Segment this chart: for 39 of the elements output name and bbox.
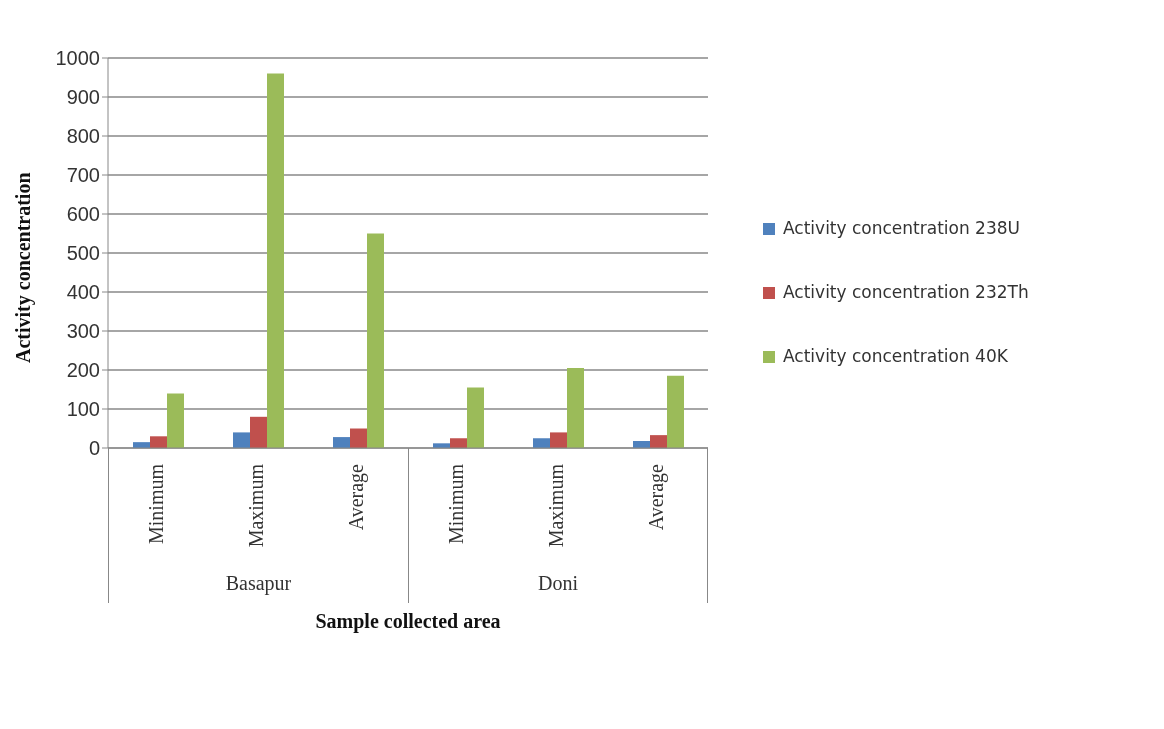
text: Doni [537,572,579,595]
legend-label: Activity concentration 232Th [783,282,1029,302]
y-tick-label: 400 [66,281,100,304]
bar [250,416,267,448]
bar [367,233,384,448]
x-tick-label: Average [644,463,668,531]
y-tick-label: 600 [66,203,100,226]
bar [167,393,184,448]
text: Basapur [224,572,293,595]
y-tick-label: 700 [66,164,100,187]
bar [150,436,167,448]
bar [650,435,667,448]
y-axis-title: Activity concentration [12,172,36,363]
y-tick-label: 0 [88,437,100,460]
x-axis-title: Sample collected area [314,610,502,633]
bar [567,368,584,448]
legend-label: Activity concentration 40K [783,346,1008,366]
y-tick-label: 1000 [55,47,100,70]
bar [667,375,684,448]
bar [350,428,367,448]
y-tick-label: 800 [66,125,100,148]
bar [333,437,350,448]
bar [533,438,550,448]
y-tick-label: 300 [66,320,100,343]
bar [233,432,250,448]
x-tick-label: Minimum [144,463,167,545]
x-tick-label: Minimum [444,463,467,545]
y-tick-label: 200 [66,359,100,382]
x-tick-label: Maximum [544,463,567,548]
bar [550,432,567,448]
x-tick-label: Maximum [244,463,267,548]
bar [467,387,484,448]
y-tick-label: 100 [66,398,100,421]
bar [267,73,284,448]
x-tick-label: Average [344,463,368,531]
legend-label: Activity concentration 238U [783,218,1021,238]
bar [450,438,467,448]
y-tick-label: 900 [66,86,100,109]
y-tick-label: 500 [66,242,100,265]
